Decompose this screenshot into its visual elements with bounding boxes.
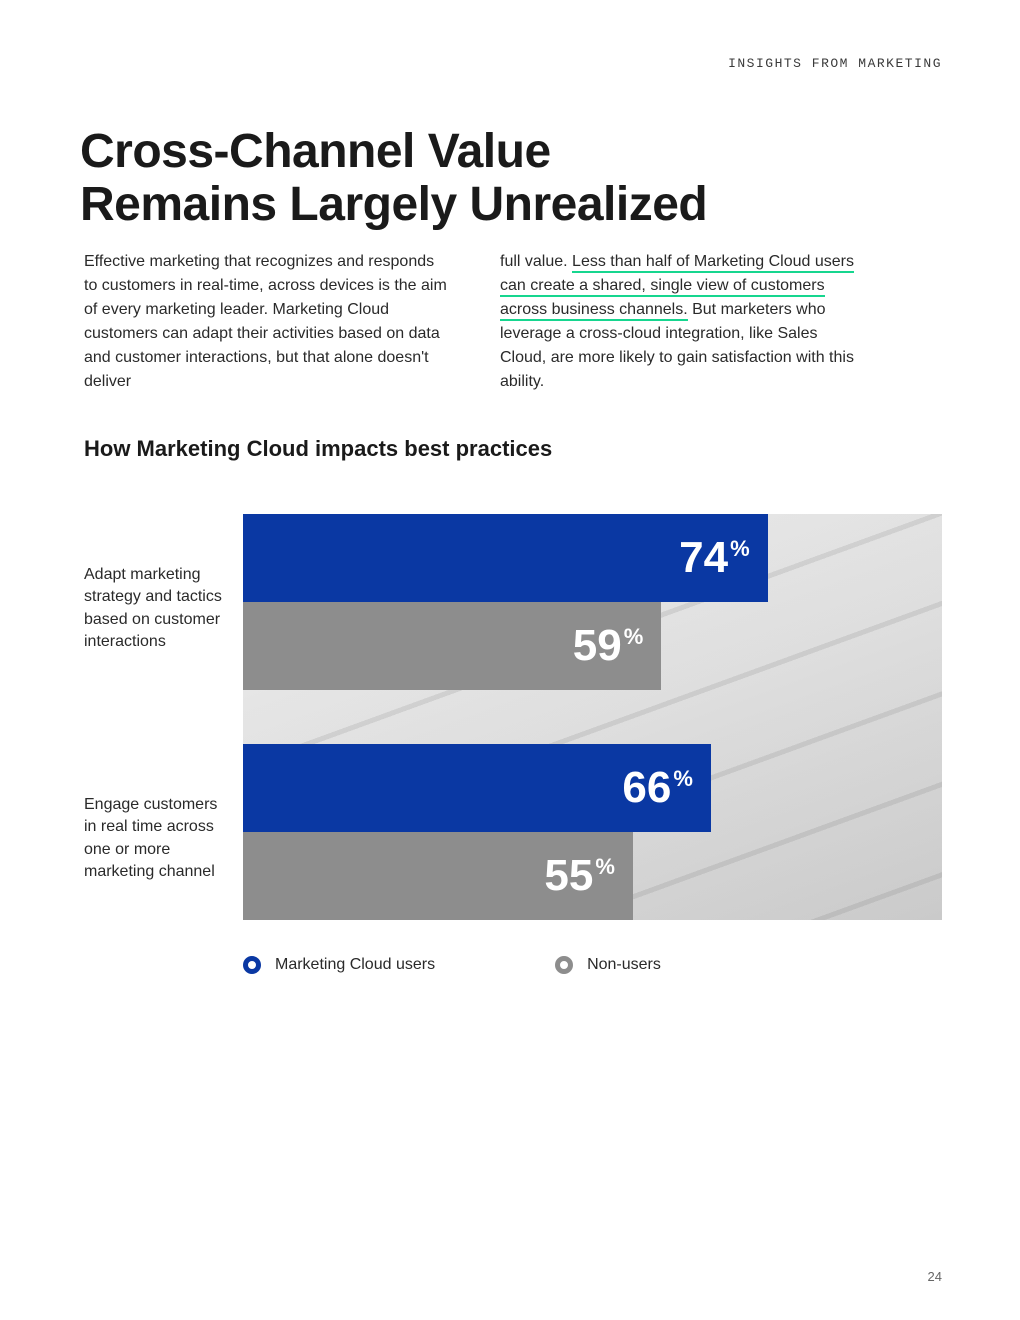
chart-legend: Marketing Cloud users Non-users — [243, 956, 661, 974]
bar-nonusers-1: 55% — [243, 832, 633, 920]
legend-item-nonusers: Non-users — [555, 956, 661, 974]
bar-value-nonusers-1: 55% — [544, 854, 613, 898]
body-column-2: full value. Less than half of Marketing … — [500, 250, 866, 394]
title-line-1: Cross-Channel Value — [80, 125, 551, 178]
bar-nonusers-0: 59% — [243, 602, 661, 690]
body-text-columns: Effective marketing that recognizes and … — [84, 250, 866, 394]
legend-label-nonusers: Non-users — [587, 956, 661, 974]
metric-label-1: Engage customers in real time across one… — [84, 794, 234, 884]
chart-title: How Marketing Cloud impacts best practic… — [84, 436, 552, 462]
legend-dot-users — [243, 956, 261, 974]
title-line-2: Remains Largely Unrealized — [80, 178, 707, 231]
bar-users-0: 74% — [243, 514, 768, 602]
legend-item-users: Marketing Cloud users — [243, 956, 435, 974]
bar-value-nonusers-0: 59% — [573, 624, 642, 668]
legend-label-users: Marketing Cloud users — [275, 956, 435, 974]
page-number: 24 — [928, 1269, 942, 1284]
legend-dot-nonusers — [555, 956, 573, 974]
bar-users-1: 66% — [243, 744, 711, 832]
bar-value-users-1: 66% — [622, 766, 691, 810]
body-col2-prefix: full value. — [500, 253, 572, 270]
header-category-label: INSIGHTS FROM MARKETING — [728, 56, 942, 71]
page-title: Cross-Channel Value Remains Largely Unre… — [80, 126, 707, 232]
body-column-1: Effective marketing that recognizes and … — [84, 250, 450, 394]
metric-label-0: Adapt marketing strategy and tactics bas… — [84, 564, 234, 654]
bar-value-users-0: 74% — [679, 536, 748, 580]
